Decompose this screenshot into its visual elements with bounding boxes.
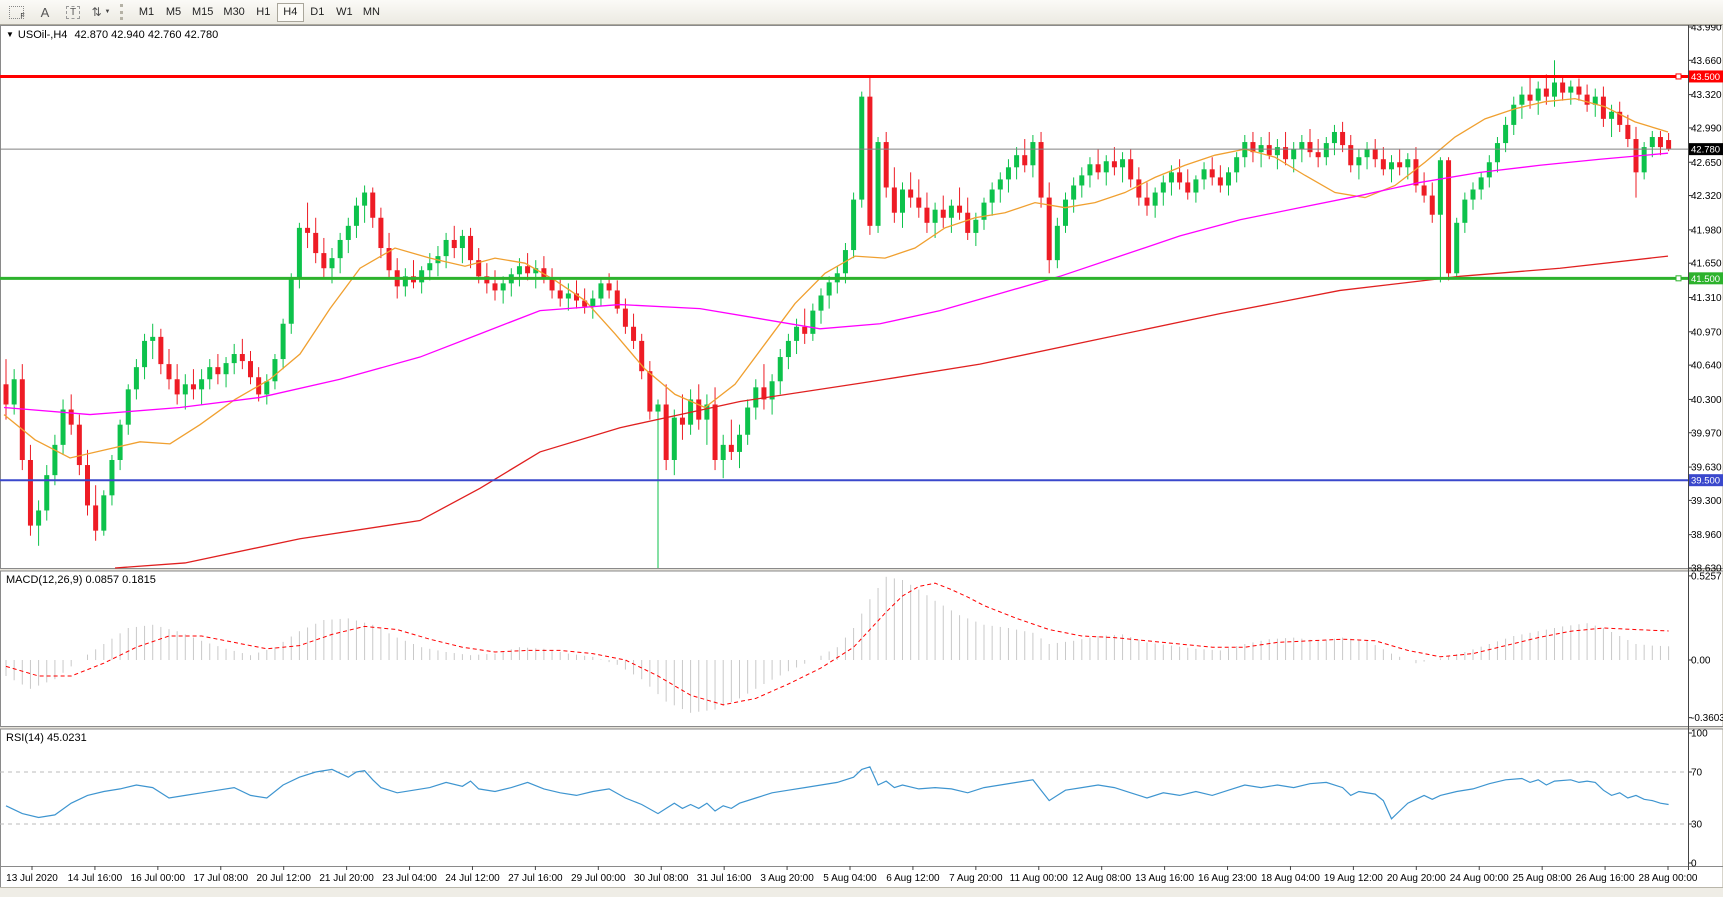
text-tool-icon[interactable]: T — [60, 1, 86, 23]
svg-text:42.990: 42.990 — [1691, 123, 1722, 134]
svg-text:27 Jul 16:00: 27 Jul 16:00 — [508, 873, 563, 884]
svg-text:41.500: 41.500 — [1691, 274, 1720, 285]
tf-m5-button[interactable]: M5 — [160, 3, 187, 22]
svg-text:41.650: 41.650 — [1691, 259, 1722, 270]
svg-text:0.5257: 0.5257 — [1691, 571, 1722, 582]
macd-axis: 0.5257 0.00 -0.3603 — [1689, 571, 1723, 724]
svg-text:13 Jul 2020: 13 Jul 2020 — [6, 873, 58, 884]
slow-ma-line — [114, 255, 1669, 569]
hline-41.500[interactable] — [0, 275, 1688, 282]
svg-text:40.640: 40.640 — [1691, 361, 1722, 372]
svg-text:43.500: 43.500 — [1691, 72, 1720, 83]
svg-text:30: 30 — [1691, 820, 1703, 831]
price-badge-43.500: 43.500 — [1689, 70, 1723, 83]
svg-text:41.310: 41.310 — [1691, 293, 1722, 304]
svg-text:30 Jul 08:00: 30 Jul 08:00 — [634, 873, 689, 884]
svg-text:24 Jul 12:00: 24 Jul 12:00 — [445, 873, 500, 884]
mid-ma-line — [3, 152, 1669, 416]
ohlc-values: 42.870 42.940 42.760 42.780 — [74, 29, 219, 41]
svg-text:40.300: 40.300 — [1691, 395, 1722, 406]
grid-glyph — [9, 5, 25, 19]
svg-text:41.980: 41.980 — [1691, 225, 1722, 236]
fast-ma-line — [3, 98, 1669, 459]
svg-text:0.00: 0.00 — [1691, 656, 1711, 667]
svg-text:28 Aug 00:00: 28 Aug 00:00 — [1639, 873, 1698, 884]
svg-text:100: 100 — [1691, 729, 1708, 740]
macd-indicator-label: MACD(12,26,9) 0.0857 0.1815 — [6, 574, 156, 586]
svg-text:13 Aug 16:00: 13 Aug 16:00 — [1135, 873, 1194, 884]
svg-text:-0.3603: -0.3603 — [1691, 713, 1723, 724]
price-badge-39.500: 39.500 — [1689, 474, 1723, 487]
svg-text:14 Jul 16:00: 14 Jul 16:00 — [68, 873, 123, 884]
symbol-collapse-caret-icon[interactable]: ▼ — [6, 30, 14, 39]
svg-text:38.960: 38.960 — [1691, 530, 1722, 541]
svg-text:39.300: 39.300 — [1691, 496, 1722, 507]
svg-text:39.500: 39.500 — [1691, 476, 1720, 487]
svg-text:20 Aug 20:00: 20 Aug 20:00 — [1387, 873, 1446, 884]
svg-text:18 Aug 04:00: 18 Aug 04:00 — [1261, 873, 1320, 884]
symbol-period-label: USOil-,H4 — [17, 29, 68, 41]
tf-m1-button[interactable]: M1 — [133, 3, 160, 22]
panel-borders — [0, 25, 1723, 888]
tf-m30-button[interactable]: M30 — [218, 3, 249, 22]
svg-text:39.630: 39.630 — [1691, 463, 1722, 474]
svg-text:21 Jul 20:00: 21 Jul 20:00 — [319, 873, 374, 884]
macd-signal-line — [5, 582, 1669, 706]
hline-43.500[interactable] — [0, 73, 1688, 80]
tf-m15-button[interactable]: M15 — [187, 3, 218, 22]
candlesticks — [3, 60, 1672, 568]
dropdown-caret-icon: ▼ — [104, 9, 111, 15]
chart-title: ▼ USOil-,H4 42.870 42.940 42.760 42.780 — [6, 29, 218, 41]
svg-text:25 Aug 08:00: 25 Aug 08:00 — [1513, 873, 1572, 884]
svg-text:3 Aug 20:00: 3 Aug 20:00 — [760, 873, 814, 884]
svg-text:40.970: 40.970 — [1691, 327, 1722, 338]
svg-text:17 Jul 08:00: 17 Jul 08:00 — [194, 873, 249, 884]
svg-text:26 Aug 16:00: 26 Aug 16:00 — [1576, 873, 1635, 884]
svg-text:19 Aug 12:00: 19 Aug 12:00 — [1324, 873, 1383, 884]
svg-text:31 Jul 16:00: 31 Jul 16:00 — [697, 873, 752, 884]
svg-text:38.630: 38.630 — [1691, 564, 1722, 575]
chart-canvas[interactable]: 43.990 43.660 43.320 42.990 42.650 42.320 41.9… — [0, 25, 1723, 897]
svg-text:11 Aug 00:00: 11 Aug 00:00 — [1010, 873, 1069, 884]
objects-arrange-icon[interactable]: ⇅ ▼ — [91, 5, 111, 19]
rsi-indicator-label: RSI(14) 45.0231 — [6, 732, 87, 744]
svg-text:5 Aug 04:00: 5 Aug 04:00 — [823, 873, 877, 884]
price-badge-42.780: 42.780 — [1689, 143, 1723, 156]
svg-text:42.780: 42.780 — [1691, 145, 1720, 156]
rsi-levels — [0, 771, 1688, 825]
svg-text:39.970: 39.970 — [1691, 428, 1722, 439]
rsi-axis: 100 70 30 0 — [1689, 729, 1708, 870]
time-axis[interactable]: 13 Jul 2020 14 Jul 16:00 16 Jul 00:00 17 Ju… — [6, 866, 1698, 884]
toolbar: F A T ⇅ ▼ M1 M5 M15 M30 H1 H4 D1 W1 MN — [0, 0, 1723, 25]
price-axis[interactable]: 43.990 43.660 43.320 42.990 42.650 42.320 41.9… — [1689, 25, 1722, 575]
svg-text:43.990: 43.990 — [1691, 25, 1722, 34]
svg-text:24 Aug 00:00: 24 Aug 00:00 — [1450, 873, 1509, 884]
font-label-icon[interactable]: A — [40, 4, 50, 20]
svg-text:42.320: 42.320 — [1691, 191, 1722, 202]
svg-text:6 Aug 12:00: 6 Aug 12:00 — [886, 873, 940, 884]
macd-histogram — [5, 576, 1670, 713]
svg-text:0: 0 — [1691, 859, 1697, 870]
svg-text:70: 70 — [1691, 768, 1703, 779]
tf-h1-button[interactable]: H1 — [250, 3, 277, 22]
svg-text:29 Jul 00:00: 29 Jul 00:00 — [571, 873, 626, 884]
svg-text:7 Aug 20:00: 7 Aug 20:00 — [949, 873, 1003, 884]
tf-w1-button[interactable]: W1 — [331, 3, 358, 22]
price-badge-41.500: 41.500 — [1689, 272, 1723, 285]
svg-text:42.650: 42.650 — [1691, 158, 1722, 169]
grid-f-icon[interactable]: F — [4, 1, 30, 23]
svg-text:12 Aug 08:00: 12 Aug 08:00 — [1072, 873, 1131, 884]
tf-mn-button[interactable]: MN — [358, 3, 385, 22]
svg-text:43.320: 43.320 — [1691, 90, 1722, 101]
tf-h4-button[interactable]: H4 — [276, 2, 304, 22]
svg-text:43.660: 43.660 — [1691, 56, 1722, 67]
tf-d1-button[interactable]: D1 — [304, 3, 331, 22]
toolbar-grip[interactable] — [120, 4, 126, 20]
svg-text:16 Aug 23:00: 16 Aug 23:00 — [1198, 873, 1257, 884]
rsi-line — [5, 766, 1669, 820]
svg-text:16 Jul 00:00: 16 Jul 00:00 — [131, 873, 186, 884]
svg-text:23 Jul 04:00: 23 Jul 04:00 — [382, 873, 437, 884]
svg-text:20 Jul 12:00: 20 Jul 12:00 — [256, 873, 311, 884]
